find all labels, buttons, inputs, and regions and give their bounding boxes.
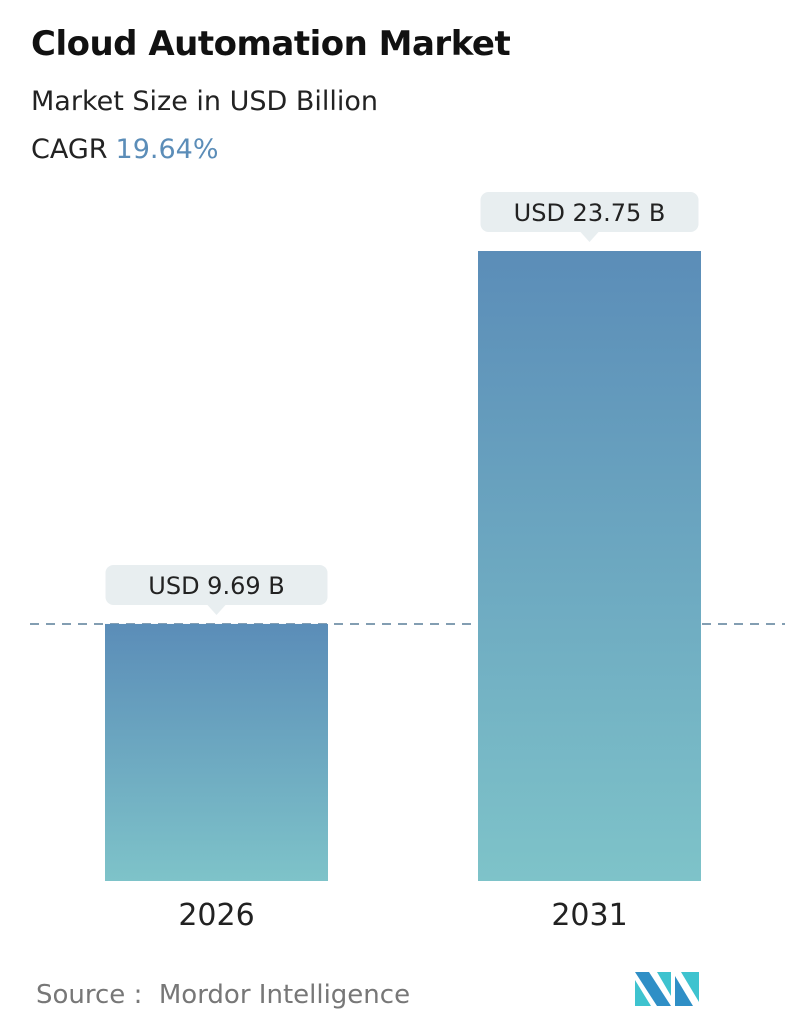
data-label-bg (105, 564, 328, 605)
chart-subtitle: Market Size in USD Billion (31, 86, 379, 117)
source-value: Mordor Intelligence (158, 980, 411, 1010)
logo-icon (635, 972, 699, 1006)
chart-title: Cloud Automation Market (31, 24, 511, 64)
data-label: USD 9.69 B (148, 572, 284, 600)
cagr-value: 19.64% (115, 134, 219, 165)
data-label-bg (480, 192, 699, 232)
cagr-label: CAGR (31, 134, 108, 165)
bar-2026 (105, 623, 328, 881)
x-tick-label: 2031 (551, 898, 627, 933)
x-tick-label: 2026 (178, 898, 254, 933)
source-label: Source : (36, 980, 143, 1010)
cagr: CAGR 19.64% (31, 134, 218, 165)
data-label: USD 23.75 B (514, 199, 666, 227)
source: Source : Mordor Intelligence (36, 980, 410, 1010)
bar-2031 (478, 251, 701, 881)
data-label-pointer (580, 232, 599, 242)
data-label-pointer (207, 604, 226, 615)
